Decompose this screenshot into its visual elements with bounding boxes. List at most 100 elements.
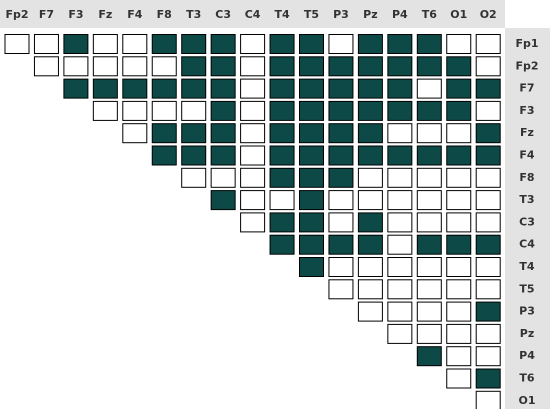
matrix-cell (357, 56, 383, 77)
column-label: T3 (186, 8, 201, 21)
matrix-cell (387, 123, 413, 144)
matrix-cell (299, 100, 324, 121)
matrix-cell (475, 257, 501, 277)
matrix-cell (328, 279, 354, 300)
matrix-cell (357, 123, 383, 144)
matrix-cell (33, 56, 59, 77)
matrix-cell (446, 346, 472, 367)
column-label: T5 (304, 8, 319, 21)
matrix-cell (387, 34, 413, 54)
matrix-cell (240, 78, 266, 99)
matrix-cell (416, 257, 442, 277)
column-label: C3 (215, 8, 231, 21)
matrix-cell (446, 167, 472, 188)
matrix-cell (181, 145, 207, 166)
matrix-cell (475, 279, 501, 300)
matrix-cell (269, 123, 295, 144)
matrix-cell (151, 145, 177, 166)
matrix-cell (446, 78, 472, 99)
matrix-cell (210, 100, 236, 121)
matrix-cell (122, 123, 148, 144)
row-label: Fp1 (515, 37, 538, 50)
matrix-cell (269, 190, 295, 211)
column-label: O2 (480, 8, 497, 21)
matrix-cell (269, 212, 295, 233)
matrix-cell (475, 167, 501, 188)
matrix-cell (357, 234, 383, 255)
matrix-cell (122, 34, 148, 54)
matrix-cell (475, 123, 501, 144)
matrix-cell (446, 123, 472, 144)
matrix-cell (210, 56, 236, 77)
matrix-cell (387, 301, 413, 322)
matrix-cell (269, 78, 295, 99)
matrix-cell (299, 212, 324, 233)
matrix-cell (181, 123, 207, 144)
matrix-cell (210, 78, 236, 99)
matrix-cell (328, 145, 354, 166)
matrix-cell (475, 190, 501, 211)
matrix-cell (181, 34, 207, 54)
matrix-cell (446, 368, 472, 389)
matrix-cell (210, 190, 236, 211)
matrix-cell (416, 34, 442, 54)
matrix-cell (299, 190, 324, 211)
matrix-cell (63, 34, 89, 54)
matrix-cell (92, 56, 118, 77)
matrix-cell (475, 301, 501, 322)
row-label: P3 (519, 305, 535, 318)
matrix-cell (475, 323, 501, 344)
matrix-cell (299, 167, 324, 188)
matrix-cell (387, 279, 413, 300)
matrix-cell (240, 56, 266, 77)
matrix-cell (210, 123, 236, 144)
matrix-cell (151, 56, 177, 77)
column-header-band (0, 0, 505, 28)
row-label: F8 (519, 171, 534, 184)
matrix-cell (416, 100, 442, 121)
matrix-cell (387, 56, 413, 77)
matrix-cell (475, 346, 501, 367)
matrix-cell (446, 279, 472, 300)
matrix-cell (181, 167, 207, 188)
matrix-cell (446, 56, 472, 77)
matrix-cell (446, 234, 472, 255)
matrix-cell (328, 167, 354, 188)
matrix-cell (181, 100, 207, 121)
matrix-cell (357, 212, 383, 233)
matrix-cell (122, 56, 148, 77)
matrix-cell (357, 301, 383, 322)
matrix-cell (151, 123, 177, 144)
matrix-cell (269, 145, 295, 166)
matrix-cell (299, 145, 324, 166)
row-label: O1 (518, 394, 535, 407)
matrix-cell (240, 100, 266, 121)
row-label: Fz (520, 126, 534, 139)
matrix-cell (416, 234, 442, 255)
matrix-cell (210, 34, 236, 54)
matrix-cell (328, 34, 354, 54)
matrix-cell (475, 368, 501, 389)
matrix-cell (328, 100, 354, 121)
matrix-cell (240, 190, 266, 211)
column-label: Pz (363, 8, 377, 21)
row-header-band (505, 28, 550, 409)
matrix-cell (357, 78, 383, 99)
matrix-cell (328, 78, 354, 99)
row-label: C3 (519, 215, 535, 228)
matrix-cell (299, 56, 324, 77)
matrix-cell (269, 100, 295, 121)
column-label: Fp2 (5, 8, 28, 21)
matrix-cell (240, 34, 266, 54)
matrix-cell (328, 56, 354, 77)
column-label: F4 (127, 8, 143, 21)
matrix-cell (387, 145, 413, 166)
matrix-cell (122, 100, 148, 121)
matrix-cell (240, 212, 266, 233)
matrix-cell (475, 78, 501, 99)
matrix-cell (269, 34, 295, 54)
matrix-cell (446, 190, 472, 211)
matrix-cell (210, 167, 236, 188)
row-label: F3 (519, 104, 534, 117)
matrix-cell (269, 56, 295, 77)
